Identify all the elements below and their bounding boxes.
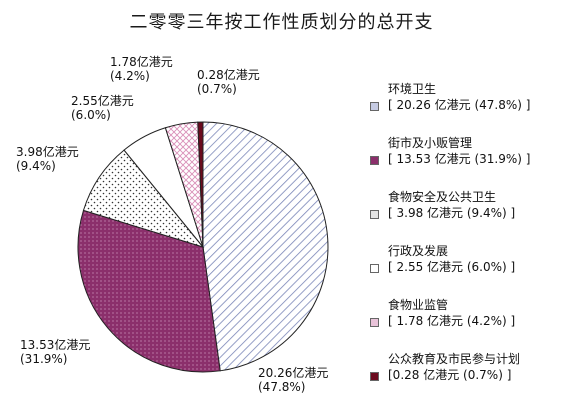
legend-swatch <box>370 372 379 381</box>
slice-label-value: 1.78亿港元 <box>110 55 173 69</box>
slice-label-admin-dev: 2.55亿港元 (6.0%) <box>71 94 134 122</box>
slice-label-food-safety: 3.98亿港元 (9.4%) <box>16 145 79 173</box>
legend-item-public-education: 公众教育及市民参与计划 [0.28 亿港元 (0.7%) ] <box>370 350 560 404</box>
legend-swatch <box>370 102 379 111</box>
legend-swatch <box>370 264 379 273</box>
legend-label: 食物安全及公共卫生 <box>388 190 497 204</box>
slice-label-value: 0.28亿港元 <box>197 68 260 82</box>
legend-label: 环境卫生 <box>388 82 437 96</box>
legend-value: [ 20.26 亿港元 (47.8%) ] <box>388 98 531 112</box>
pie-slice-environmental-hygiene <box>202 121 329 372</box>
legend-label: 食物业监管 <box>388 298 449 312</box>
slice-label-public-education: 0.28亿港元 (0.7%) <box>197 68 260 96</box>
slice-label-percent: (4.2%) <box>110 69 150 83</box>
pie-slice-market-hawker <box>77 209 221 373</box>
legend-value: [0.28 亿港元 (0.7%) ] <box>388 368 512 382</box>
slice-label-value: 2.55亿港元 <box>71 94 134 108</box>
pie-slice-public-education <box>197 121 204 248</box>
slice-label-environmental-hygiene: 20.26亿港元 (47.8%) <box>258 366 328 394</box>
slice-label-percent: (31.9%) <box>20 352 68 366</box>
legend-swatch <box>370 318 379 327</box>
slice-label-value: 13.53亿港元 <box>20 338 91 352</box>
legend-value: [ 1.78 亿港元 (4.2%) ] <box>388 314 516 328</box>
slice-label-value: 20.26亿港元 <box>258 366 329 380</box>
legend-value: [ 2.55 亿港元 (6.0%) ] <box>388 260 516 274</box>
legend-label: 公众教育及市民参与计划 <box>388 352 521 366</box>
legend-value: [ 3.98 亿港元 (9.4%) ] <box>388 206 516 220</box>
legend-swatch <box>370 210 379 219</box>
legend-item-food-safety: 食物安全及公共卫生 [ 3.98 亿港元 (9.4%) ] <box>370 188 560 242</box>
legend-label: 行政及发展 <box>388 244 449 258</box>
legend-item-food-trade: 食物业监管 [ 1.78 亿港元 (4.2%) ] <box>370 296 560 350</box>
slice-label-value: 3.98亿港元 <box>16 145 79 159</box>
slice-label-percent: (47.8%) <box>258 380 306 394</box>
legend-value: [ 13.53 亿港元 (31.9%) ] <box>388 152 531 166</box>
legend-item-environmental-hygiene: 环境卫生 [ 20.26 亿港元 (47.8%) ] <box>370 80 560 134</box>
legend: 环境卫生 [ 20.26 亿港元 (47.8%) ] 街市及小贩管理 [ 13.53 … <box>370 80 560 404</box>
legend-label: 街市及小贩管理 <box>388 136 473 150</box>
slice-label-percent: (9.4%) <box>16 159 56 173</box>
chart-title: 二零零三年按工作性质划分的总开支 <box>129 12 434 33</box>
slice-label-percent: (0.7%) <box>197 82 237 96</box>
legend-swatch <box>370 156 379 165</box>
legend-item-market-hawker: 街市及小贩管理 [ 13.53 亿港元 (31.9%) ] <box>370 134 560 188</box>
slice-label-market-hawker: 13.53亿港元 (31.9%) <box>20 338 90 366</box>
slice-label-food-trade: 1.78亿港元 (4.2%) <box>110 55 173 83</box>
slice-label-percent: (6.0%) <box>71 108 111 122</box>
legend-item-admin-dev: 行政及发展 [ 2.55 亿港元 (6.0%) ] <box>370 242 560 296</box>
